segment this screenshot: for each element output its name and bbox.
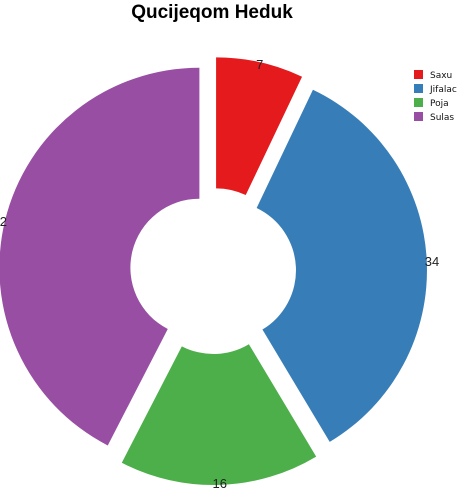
data-label-saxu: 7 — [256, 57, 263, 72]
legend-label-poja: Poja — [430, 99, 449, 109]
legend-swatch-poja — [414, 98, 423, 107]
chart-title: Qucijeqom Heduk — [131, 2, 293, 23]
data-labels-group: 7 34 16 42 — [0, 57, 439, 490]
slices-group — [0, 57, 427, 485]
data-label-jifalac: 34 — [425, 254, 439, 269]
data-label-sulas: 42 — [0, 214, 7, 229]
slice-sulas — [0, 67, 200, 446]
legend-label-sulas: Sulas — [430, 113, 454, 123]
legend-label-jifalac: Jifalac — [429, 85, 457, 95]
slice-jifalac — [256, 89, 427, 442]
data-label-poja: 16 — [212, 476, 226, 490]
legend-swatch-saxu — [414, 70, 423, 79]
slice-saxu — [216, 57, 303, 196]
slice-poja — [121, 344, 317, 485]
legend: Saxu Jifalac Poja Sulas — [414, 70, 457, 123]
legend-swatch-jifalac — [414, 84, 423, 93]
legend-label-saxu: Saxu — [430, 71, 452, 81]
legend-swatch-sulas — [414, 112, 423, 121]
